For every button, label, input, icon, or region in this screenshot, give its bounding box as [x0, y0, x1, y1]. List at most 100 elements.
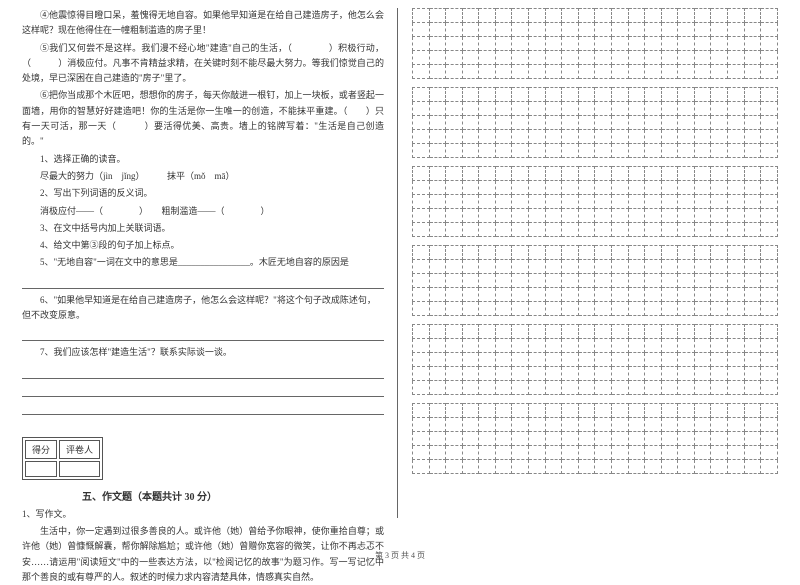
writing-cell — [529, 144, 546, 158]
writing-cell — [595, 274, 612, 288]
writing-cell — [744, 446, 761, 460]
writing-cell — [562, 37, 579, 51]
writing-cell — [595, 37, 612, 51]
writing-cell — [595, 130, 612, 144]
writing-cell — [479, 418, 496, 432]
writing-cell — [711, 195, 728, 209]
writing-cell — [744, 260, 761, 274]
writing-cell — [761, 144, 778, 158]
writing-cell — [512, 325, 529, 339]
writing-cell — [761, 23, 778, 37]
writing-cell — [595, 325, 612, 339]
writing-cell — [595, 23, 612, 37]
writing-cell — [727, 223, 744, 237]
writing-cell — [479, 460, 496, 474]
writing-cell — [578, 432, 595, 446]
writing-cell — [611, 65, 628, 79]
writing-cell — [495, 130, 512, 144]
writing-cell — [578, 446, 595, 460]
writing-cell — [711, 23, 728, 37]
writing-cell — [744, 302, 761, 316]
section-title-essay: 五、作文题（本题共计 30 分） — [82, 488, 384, 503]
writing-cell — [678, 37, 695, 51]
question-2-blanks: 消极应付——（ ） 粗制滥造——（ ） — [22, 204, 384, 219]
writing-cell — [694, 339, 711, 353]
writing-cell — [628, 325, 645, 339]
writing-cell — [727, 367, 744, 381]
writing-cell — [562, 418, 579, 432]
writing-cell — [545, 260, 562, 274]
writing-cell — [562, 23, 579, 37]
writing-cell — [678, 88, 695, 102]
writing-cell — [479, 223, 496, 237]
writing-cell — [413, 65, 430, 79]
writing-cell — [479, 209, 496, 223]
writing-cell — [512, 288, 529, 302]
writing-cell — [578, 260, 595, 274]
writing-cell — [661, 404, 678, 418]
writing-cell — [512, 446, 529, 460]
writing-cell — [479, 144, 496, 158]
writing-cell — [744, 223, 761, 237]
writing-cell — [595, 260, 612, 274]
writing-cell — [413, 116, 430, 130]
writing-cell — [744, 9, 761, 23]
writing-cell — [694, 432, 711, 446]
writing-cell — [479, 288, 496, 302]
page-container: ④他震惊得目瞪口呆，羞愧得无地自容。如果他早知道是在给自己建造房子，他怎么会这样… — [0, 0, 800, 540]
writing-cell — [529, 37, 546, 51]
writing-cell — [661, 367, 678, 381]
writing-cell — [479, 367, 496, 381]
writing-cell — [479, 195, 496, 209]
writing-cell — [446, 209, 463, 223]
writing-cell — [727, 116, 744, 130]
writing-cell — [661, 144, 678, 158]
writing-cell — [744, 167, 761, 181]
score-header-score: 得分 — [25, 440, 57, 459]
writing-cell — [628, 116, 645, 130]
writing-cell — [628, 9, 645, 23]
writing-cell — [429, 37, 446, 51]
writing-cell — [711, 65, 728, 79]
writing-cell — [446, 144, 463, 158]
writing-cell — [678, 223, 695, 237]
writing-cell — [545, 223, 562, 237]
writing-cell — [413, 195, 430, 209]
writing-grid-block — [412, 166, 778, 237]
writing-cell — [578, 367, 595, 381]
writing-cell — [711, 353, 728, 367]
writing-cell — [694, 51, 711, 65]
writing-cell — [479, 353, 496, 367]
writing-cell — [495, 274, 512, 288]
writing-cell — [678, 404, 695, 418]
writing-cell — [529, 181, 546, 195]
writing-cell — [694, 353, 711, 367]
writing-cell — [413, 144, 430, 158]
writing-cell — [578, 167, 595, 181]
writing-cell — [694, 274, 711, 288]
writing-cell — [512, 353, 529, 367]
writing-cell — [628, 195, 645, 209]
writing-cell — [711, 302, 728, 316]
writing-cell — [727, 325, 744, 339]
writing-cell — [413, 246, 430, 260]
writing-cell — [429, 116, 446, 130]
writing-cell — [495, 37, 512, 51]
writing-cell — [479, 37, 496, 51]
writing-cell — [761, 339, 778, 353]
writing-cell — [595, 446, 612, 460]
writing-cell — [744, 37, 761, 51]
writing-cell — [678, 65, 695, 79]
writing-cell — [446, 302, 463, 316]
writing-cell — [678, 446, 695, 460]
writing-cell — [462, 9, 479, 23]
writing-cell — [545, 325, 562, 339]
writing-cell — [611, 116, 628, 130]
writing-cell — [495, 181, 512, 195]
writing-cell — [578, 353, 595, 367]
writing-cell — [495, 404, 512, 418]
writing-cell — [529, 404, 546, 418]
writing-cell — [512, 167, 529, 181]
writing-cell — [529, 260, 546, 274]
writing-cell — [578, 51, 595, 65]
